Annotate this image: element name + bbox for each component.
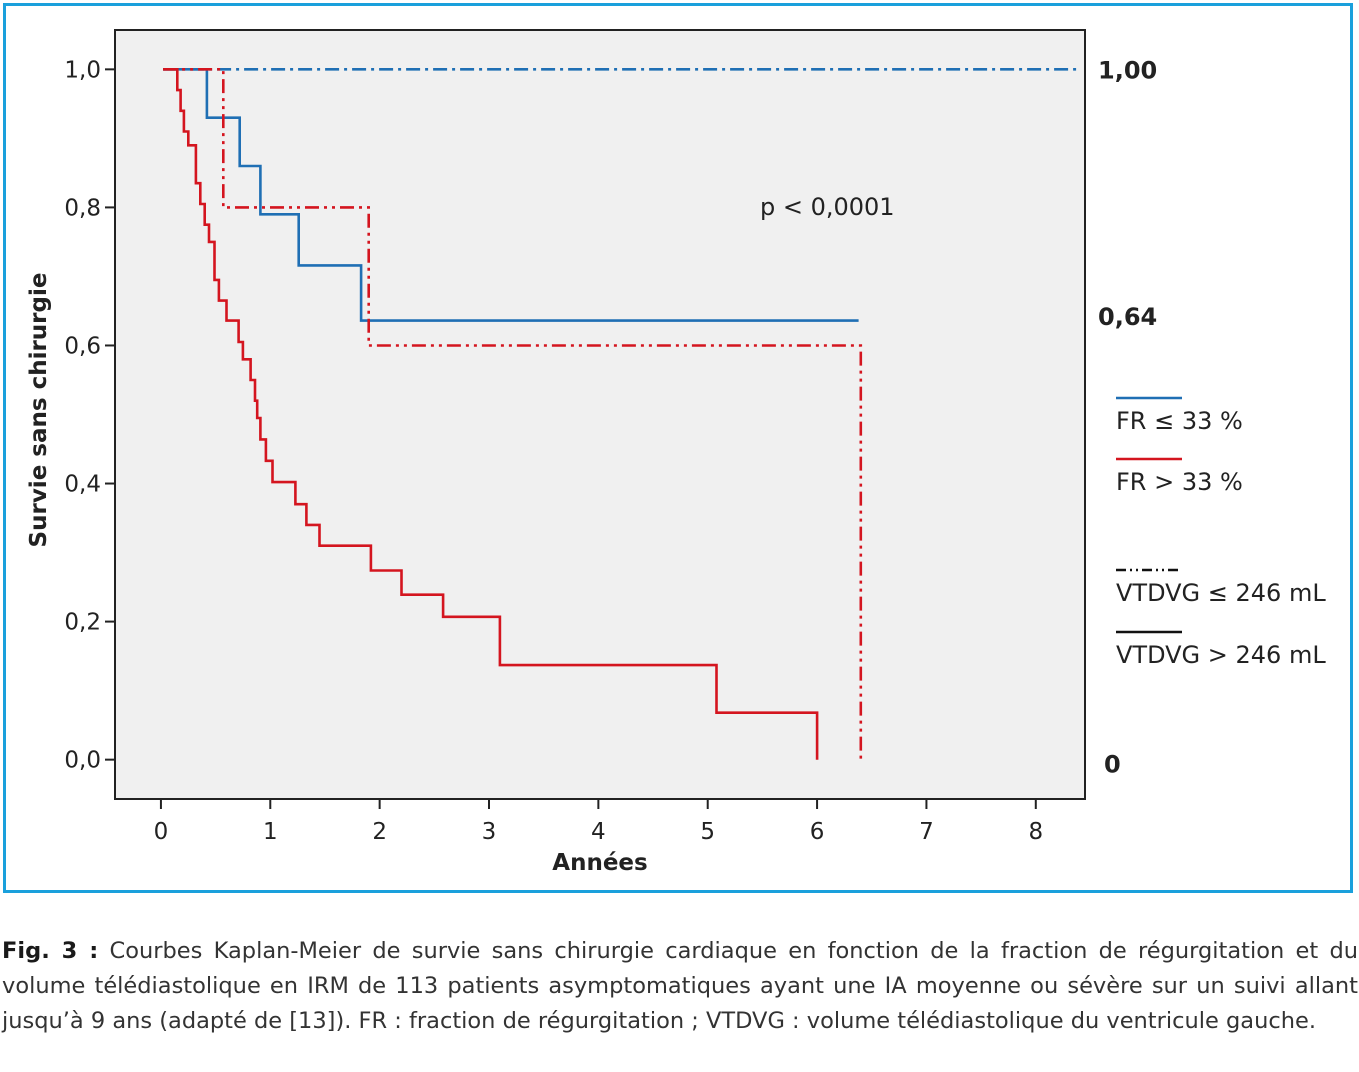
y-tick-label: 0,2 xyxy=(64,610,101,636)
figure-frame xyxy=(3,3,1353,893)
legend-label: VTDVG ≤ 246 mL xyxy=(1116,579,1326,607)
figure-caption: Fig. 3 : Courbes Kaplan-Meier de survie … xyxy=(2,934,1358,1039)
x-axis-title: Années xyxy=(552,850,647,876)
x-tick-label: 0 xyxy=(154,819,169,845)
legend: FR ≤ 33 % FR > 33 % VTDVG ≤ 246 mL VTDVG > … xyxy=(1116,396,1326,669)
x-tick-label: 1 xyxy=(263,819,278,845)
y-tick-label: 0,0 xyxy=(64,748,101,774)
y-tick-label: 0,8 xyxy=(64,195,101,221)
plot-background xyxy=(114,29,1086,800)
legend-label: VTDVG > 246 mL xyxy=(1116,641,1326,669)
caption-label: Fig. 3 : xyxy=(2,938,99,964)
y-tick-label: 1,0 xyxy=(64,57,101,83)
x-tick-label: 6 xyxy=(810,819,825,845)
x-tick-label: 2 xyxy=(372,819,387,845)
legend-label: FR ≤ 33 % xyxy=(1116,407,1243,435)
x-tick-label: 8 xyxy=(1028,819,1043,845)
x-tick-label: 5 xyxy=(700,819,715,845)
right-value-label: 1,00 xyxy=(1098,56,1157,84)
x-tick-label: 4 xyxy=(591,819,606,845)
y-tick-label: 0,6 xyxy=(64,333,101,359)
survival-curve-4 xyxy=(163,68,819,760)
right-value-label: 0 xyxy=(1104,751,1121,779)
x-axis: 0 1 2 3 4 5 6 7 8 xyxy=(154,799,1043,845)
x-tick-label: 7 xyxy=(919,819,934,845)
right-value-label: 0,64 xyxy=(1098,303,1157,331)
survival-curve-3 xyxy=(163,68,863,760)
y-tick-label: 0,4 xyxy=(64,472,101,498)
survival-curves xyxy=(163,68,1080,760)
survival-curve-2 xyxy=(163,68,859,322)
caption-text: Courbes Kaplan-Meier de survie sans chir… xyxy=(2,938,1358,1034)
y-axis-title: Survie sans chirurgie xyxy=(26,273,52,548)
y-axis: 0,0 0,2 0,4 0,6 0,8 1,0 xyxy=(64,57,115,774)
right-value-labels: 1,00 0,64 0 xyxy=(1098,56,1157,778)
legend-label: FR > 33 % xyxy=(1116,468,1243,496)
x-tick-label: 3 xyxy=(482,819,497,845)
p-value-annotation: p < 0,0001 xyxy=(760,193,895,221)
